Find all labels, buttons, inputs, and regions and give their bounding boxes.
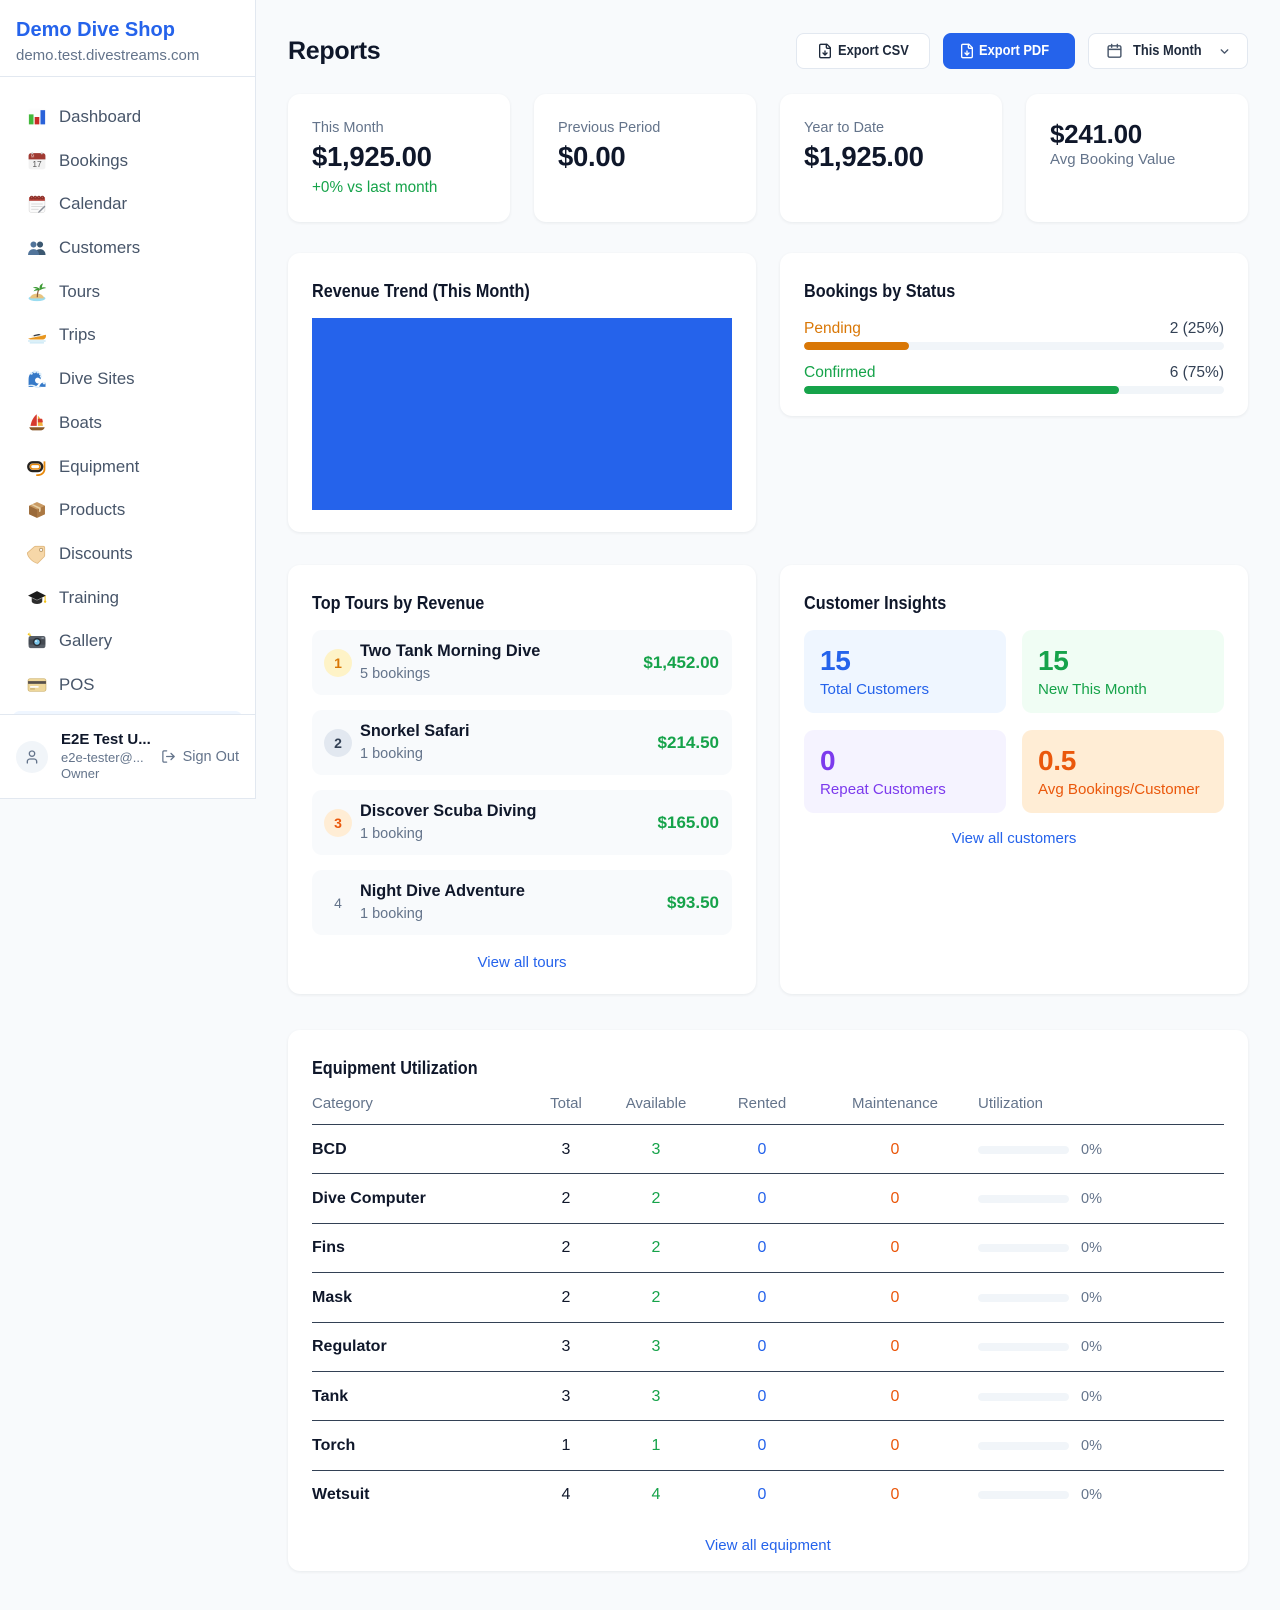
svg-text:17: 17: [32, 158, 42, 168]
svg-text:M: M: [30, 153, 34, 158]
